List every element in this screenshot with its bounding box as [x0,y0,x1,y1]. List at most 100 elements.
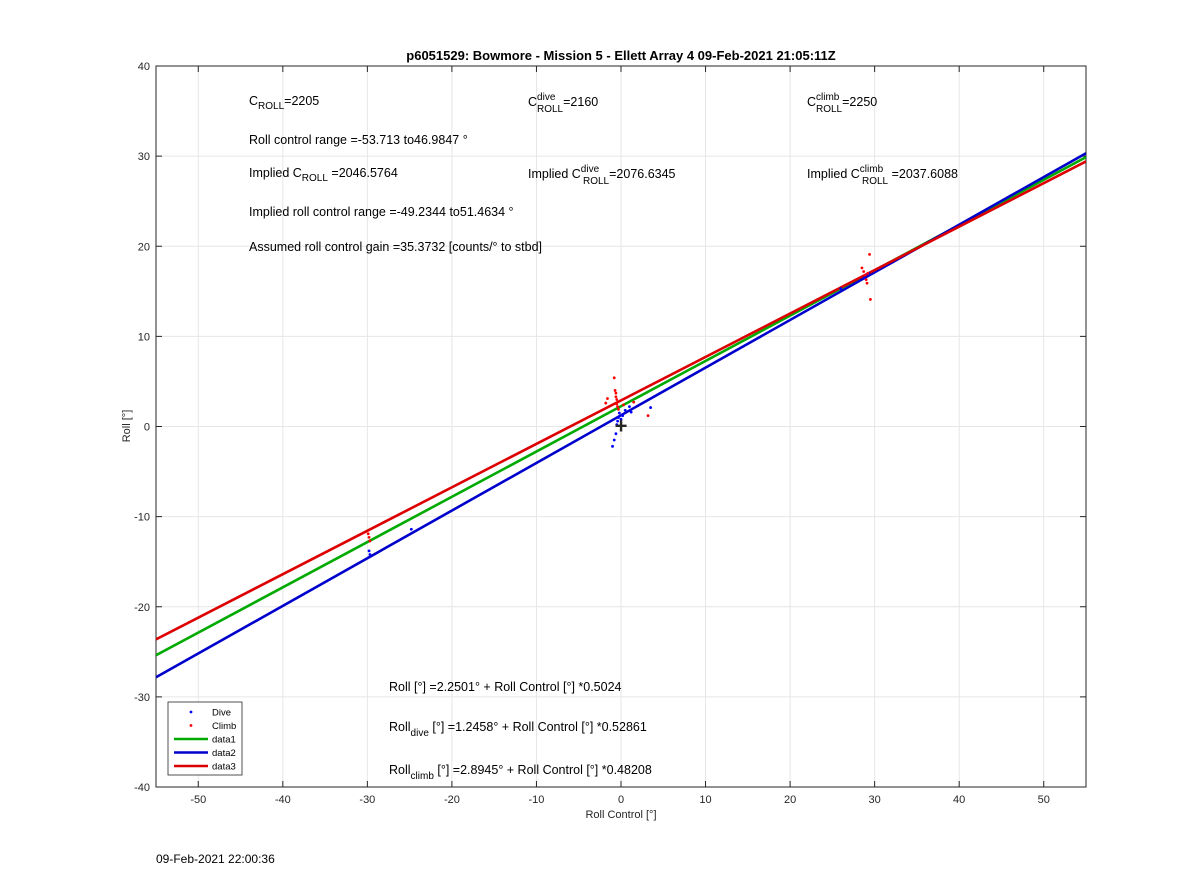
point-dive [839,287,843,291]
x-tick-label: 30 [869,794,881,806]
fit-line-data3 [156,160,1086,641]
c-roll-value: =2205 [284,94,319,108]
point-climb [617,407,620,411]
c-roll-climb-base: C [807,95,816,109]
point-dive [617,416,620,419]
c-roll-dive-sup: dive [537,92,556,103]
point-climb [866,271,870,275]
point-climb [614,395,618,399]
y-tick-label: -40 [134,782,150,794]
c-roll-base: C [249,94,258,108]
implied-c-roll-sub: ROLL [302,173,329,184]
point-climb [868,252,871,256]
point-climb [864,278,868,281]
y-tick-label: -20 [134,602,150,614]
x-tick-label: 20 [784,794,796,806]
y-tick-label: 30 [138,151,150,163]
point-climb [622,403,625,407]
x-axis-label: Roll Control [°] [585,809,656,821]
x-tick-label: 50 [1038,794,1050,806]
y-tick-label: 20 [138,241,150,253]
y-tick-label: 40 [138,61,150,73]
origin-marker: + [615,414,628,439]
point-climb [606,397,609,400]
fit-climb-base: Roll [389,763,411,777]
point-climb [632,400,636,404]
point-climb [863,273,867,277]
point-climb [614,391,618,395]
x-tick-label: -10 [529,794,545,806]
fit-dive-base: Roll [389,720,411,734]
point-dive [649,406,652,409]
c-roll-dive-annotation: Cdive ROLL=2160 [528,92,598,115]
x-tick-label: 10 [699,794,711,806]
x-tick-label: 40 [953,794,965,806]
implied-c-roll-climb-value: =2037.6088 [888,167,958,181]
chart-legend: Dive Climb data1 data2 data3 [167,701,243,776]
fit-dive-rest: [°] =1.2458° + Roll Control [°] *0.52861 [429,720,647,734]
fit-climb-equation: Rollclimb [°] =2.8945° + Roll Control [°… [389,763,652,782]
legend-marker-climb [189,724,193,727]
legend-label-climb: Climb [212,721,236,732]
c-roll-dive-value: =2160 [563,95,598,109]
point-dive [367,549,371,553]
point-climb [646,414,650,418]
point-climb [616,405,620,409]
fit-dive-equation: Rolldive [°] =1.2458° + Roll Control [°]… [389,720,647,739]
c-roll-annotation: CROLL=2205 [249,94,319,112]
point-dive [623,408,627,412]
legend-label-data1: data1 [212,735,236,746]
point-dive [617,411,621,415]
point-climb [615,402,619,406]
implied-range: Implied roll control range =-49.2344 to5… [249,205,514,219]
legend-label-dive: Dive [212,708,231,719]
y-tick-label: 10 [138,331,150,343]
implied-c-roll-dive-prefix: Implied C [528,167,581,181]
point-climb [869,298,872,301]
point-dive [619,417,623,421]
x-tick-label: -40 [275,794,291,806]
axis-ticks [156,65,1086,788]
point-dive [863,276,866,280]
point-dive [621,414,625,418]
point-dive [409,527,413,531]
x-tick-label: -20 [444,794,460,806]
implied-c-roll-dive-value: =2076.6345 [609,167,675,181]
fit-climb-sub: climb [411,771,435,782]
point-climb [862,270,866,273]
implied-c-roll-climb-prefix: Implied C [807,167,860,181]
fit-lines [156,152,1086,679]
point-dive [629,410,633,414]
legend-marker-dive [189,710,193,714]
footer-timestamp: 09-Feb-2021 22:00:36 [156,852,275,866]
scatter-points [366,252,872,556]
point-dive [628,405,631,409]
point-dive [368,553,372,556]
x-tick-label: -50 [190,794,206,806]
point-climb [860,266,864,270]
point-dive [616,419,620,423]
point-climb [865,281,869,285]
implied-c-roll-prefix: Implied C [249,166,302,180]
c-roll-dive-sub: ROLL [537,104,564,115]
fit-climb-rest: [°] =2.8945° + Roll Control [°] *0.48208 [434,763,652,777]
c-roll-climb-sub: ROLL [816,104,843,115]
point-climb [604,401,608,405]
point-climb [367,535,371,539]
x-tick-label: 0 [618,794,624,806]
y-tick-label: 0 [144,422,150,434]
c-roll-climb-annotation: Cclimb ROLL=2250 [807,92,877,115]
point-climb [613,389,617,392]
point-climb [368,539,372,543]
point-climb [615,398,619,401]
implied-c-roll-value: =2046.5764 [328,166,398,180]
y-tick-label: -10 [134,512,150,524]
implied-c-roll-dive: Implied Cdive ROLL=2076.6345 [528,164,676,187]
chart-title: p6051529: Bowmore - Mission 5 - Ellett A… [406,48,835,63]
roll-control-range: Roll control range =-53.713 to46.9847 ° [249,133,468,147]
fit-all-equation: Roll [°] =2.2501° + Roll Control [°] *0.… [389,680,622,694]
legend-label-data2: data2 [212,748,236,759]
implied-c-roll: Implied CROLL =2046.5764 [249,166,398,184]
x-tick-label: -30 [359,794,375,806]
